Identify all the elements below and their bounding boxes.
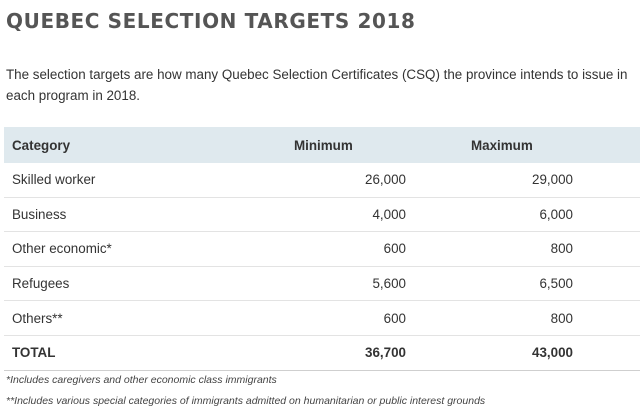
total-row: TOTAL 36,700 43,000 — [4, 335, 640, 371]
row-minimum: 4,000 — [294, 197, 471, 233]
row-maximum: 800 — [471, 231, 640, 267]
row-minimum: 26,000 — [294, 163, 471, 198]
row-minimum: 600 — [294, 300, 471, 336]
row-minimum: 600 — [294, 231, 471, 267]
table-row: Other economic* 600 800 — [4, 231, 640, 267]
header-minimum: Minimum — [294, 137, 353, 153]
row-category: Other economic* — [4, 231, 294, 267]
selection-targets-table: Category Minimum Maximum Skilled worker … — [4, 127, 640, 371]
row-maximum: 29,000 — [471, 163, 640, 198]
header-maximum: Maximum — [471, 137, 533, 153]
table-row: Skilled worker 26,000 29,000 — [4, 163, 640, 198]
table-row: Others** 600 800 — [4, 300, 640, 336]
row-category: Refugees — [4, 266, 294, 302]
row-maximum: 6,000 — [471, 197, 640, 233]
row-category: Others** — [4, 300, 294, 336]
page-title: QUEBEC SELECTION TARGETS 2018 — [6, 9, 416, 33]
table-header-row: Category Minimum Maximum — [4, 127, 640, 163]
row-minimum: 5,600 — [294, 266, 471, 302]
footnote-others: **Includes various special categories of… — [6, 395, 486, 407]
row-maximum: 800 — [471, 300, 640, 336]
footnote-other-economic: *Includes caregivers and other economic … — [6, 374, 277, 386]
table-row: Business 4,000 6,000 — [4, 197, 640, 233]
header-category: Category — [12, 137, 71, 153]
intro-paragraph: The selection targets are how many Quebe… — [6, 67, 628, 103]
table-row: Refugees 5,600 6,500 — [4, 266, 640, 302]
row-category: Skilled worker — [4, 163, 294, 198]
total-label: TOTAL — [4, 335, 294, 371]
row-maximum: 6,500 — [471, 266, 640, 302]
total-minimum: 36,700 — [294, 335, 471, 371]
total-maximum: 43,000 — [471, 335, 640, 371]
row-category: Business — [4, 197, 294, 233]
